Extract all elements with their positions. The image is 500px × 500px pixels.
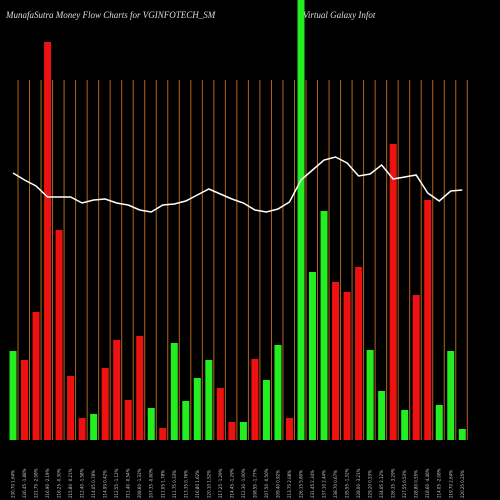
bar — [262, 380, 270, 440]
bar — [355, 267, 363, 440]
bar — [124, 400, 132, 440]
bar — [401, 410, 409, 440]
chart-subtitle: Virtual Galaxy Infot — [303, 10, 376, 20]
x-tick-label: 226.35 -3.29% — [391, 468, 396, 498]
x-tick-label: 218.60 -4.46% — [425, 468, 430, 498]
x-tick-label: 216.80 1.62% — [195, 470, 200, 498]
bar — [228, 422, 236, 440]
bar — [136, 336, 144, 440]
bar — [320, 211, 328, 440]
x-tick-label: 214.05 0.78% — [91, 470, 96, 498]
bar — [113, 340, 121, 440]
x-tick-label: 226.45 -1.88% — [22, 468, 27, 498]
bar — [458, 429, 466, 440]
x-tick-label: 234.05 2.12% — [379, 470, 384, 498]
x-tick-label: 208.55 -1.77% — [252, 468, 257, 498]
x-tick-label: 230.70 1.64% — [11, 470, 16, 498]
bar — [205, 360, 213, 440]
x-tick-label: 212.40 -1.58% — [80, 468, 85, 498]
x-tick-label: 213.75 2.08% — [287, 470, 292, 498]
x-tick-label: 220.10 1.52% — [206, 470, 211, 498]
chart-title: MunafaSutra Money Flow Charts for VGINFO… — [5, 10, 216, 20]
bar — [147, 408, 155, 440]
bar — [21, 360, 29, 440]
bar — [216, 388, 224, 440]
bar — [343, 292, 351, 440]
bar — [55, 230, 63, 440]
bar — [297, 0, 305, 440]
x-tick-label: 216.25 -0.30% — [57, 468, 62, 498]
x-tick-label: 217.25 -1.29% — [218, 468, 223, 498]
x-tick-label: 213.35 0.76% — [183, 470, 188, 498]
x-tick-label: 207.35 -0.60% — [149, 468, 154, 498]
bar — [101, 368, 109, 440]
bar — [389, 144, 397, 440]
bar — [447, 351, 455, 440]
bar — [44, 42, 52, 440]
x-tick-label: 211.05 1.78% — [160, 470, 165, 498]
bar — [170, 343, 178, 440]
x-tick-label: 227.55 0.53% — [402, 470, 407, 498]
x-tick-label: 212.55 -1.12% — [114, 468, 119, 498]
x-tick-label: 235.55 -1.32% — [345, 468, 350, 498]
x-tick-label: 214.45 -1.29% — [229, 468, 234, 498]
bar — [309, 272, 317, 440]
x-tick-label: 216.90 -2.19% — [45, 468, 50, 498]
x-tick-label: 226.15 5.80% — [299, 470, 304, 498]
x-tick-label: 228.80 0.55% — [414, 470, 419, 498]
x-tick-label: 238.70 0.67% — [333, 470, 338, 498]
x-tick-label: 231.45 2.34% — [310, 470, 315, 498]
x-tick-label: 211.40 -0.54% — [126, 468, 131, 498]
bar — [412, 295, 420, 440]
bar — [159, 428, 167, 440]
bar — [9, 351, 17, 440]
bar — [67, 376, 75, 440]
x-tick-label: 229.20 0.53% — [368, 470, 373, 498]
bar — [424, 200, 432, 440]
x-tick-label: 214.05 -2.08% — [437, 468, 442, 498]
x-tick-label: 237.10 2.44% — [322, 470, 327, 498]
bar — [285, 418, 293, 440]
x-tick-label: 215.80 -0.21% — [68, 468, 73, 498]
x-tick-label: 207.50 -0.50% — [264, 468, 269, 498]
x-tick-label: 228.00 -3.21% — [356, 468, 361, 498]
bar — [32, 312, 40, 440]
x-tick-label: 220.25 0.25% — [460, 470, 465, 498]
bar — [193, 378, 201, 440]
x-tick-label: 209.40 0.92% — [275, 470, 280, 498]
bar — [332, 282, 340, 440]
x-tick-label: 212.30 -1.00% — [241, 468, 246, 498]
x-tick-label: 214.95 0.42% — [103, 470, 108, 498]
bar — [378, 391, 386, 440]
x-tick-label: 219.70 2.64% — [448, 470, 453, 498]
x-tick-label: 221.75 -2.08% — [34, 468, 39, 498]
bar — [251, 359, 259, 440]
bar — [366, 350, 374, 440]
bar — [274, 345, 282, 440]
bar — [78, 418, 86, 440]
bar — [90, 414, 98, 440]
x-tick-label: 208.60 -1.32% — [137, 468, 142, 498]
bar — [182, 401, 190, 440]
x-tick-label: 211.75 0.33% — [172, 470, 177, 498]
price-line — [12, 156, 463, 213]
bar — [239, 422, 247, 440]
bar — [435, 405, 443, 440]
